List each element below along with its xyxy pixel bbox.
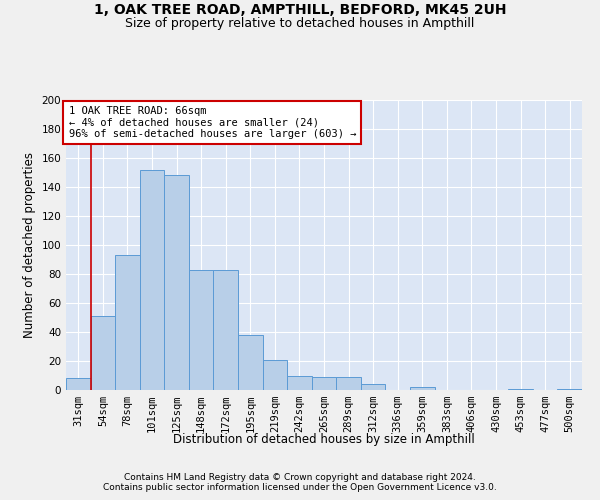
Bar xyxy=(410,387,434,390)
Text: 1 OAK TREE ROAD: 66sqm
← 4% of detached houses are smaller (24)
96% of semi-deta: 1 OAK TREE ROAD: 66sqm ← 4% of detached … xyxy=(68,106,356,139)
Bar xyxy=(115,255,140,390)
Bar xyxy=(140,170,164,390)
Bar xyxy=(557,388,582,390)
Bar xyxy=(91,316,115,390)
Text: Contains public sector information licensed under the Open Government Licence v3: Contains public sector information licen… xyxy=(103,482,497,492)
Text: 1, OAK TREE ROAD, AMPTHILL, BEDFORD, MK45 2UH: 1, OAK TREE ROAD, AMPTHILL, BEDFORD, MK4… xyxy=(94,2,506,16)
Bar xyxy=(214,270,238,390)
Bar xyxy=(336,377,361,390)
Bar xyxy=(361,384,385,390)
Bar xyxy=(164,176,189,390)
Text: Distribution of detached houses by size in Ampthill: Distribution of detached houses by size … xyxy=(173,432,475,446)
Bar xyxy=(508,388,533,390)
Y-axis label: Number of detached properties: Number of detached properties xyxy=(23,152,36,338)
Bar xyxy=(263,360,287,390)
Bar xyxy=(312,377,336,390)
Bar xyxy=(287,376,312,390)
Text: Contains HM Land Registry data © Crown copyright and database right 2024.: Contains HM Land Registry data © Crown c… xyxy=(124,472,476,482)
Bar xyxy=(238,335,263,390)
Bar xyxy=(66,378,91,390)
Text: Size of property relative to detached houses in Ampthill: Size of property relative to detached ho… xyxy=(125,18,475,30)
Bar xyxy=(189,270,214,390)
